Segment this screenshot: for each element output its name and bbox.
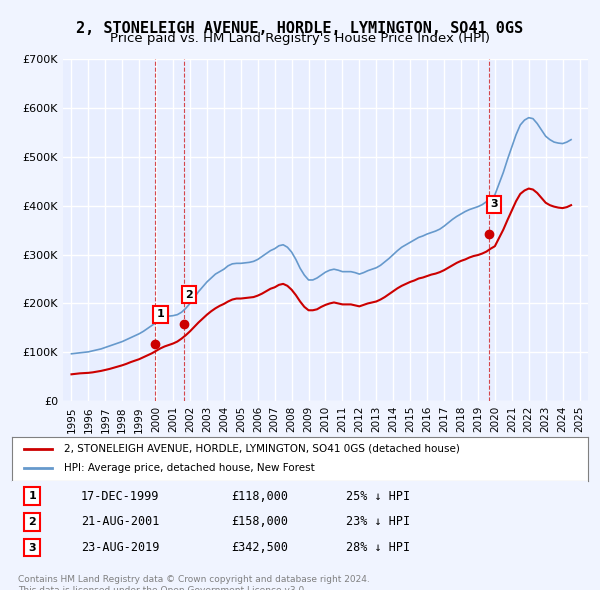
Text: 28% ↓ HPI: 28% ↓ HPI: [346, 541, 410, 554]
Text: £158,000: £158,000: [231, 516, 288, 529]
Text: £118,000: £118,000: [231, 490, 288, 503]
Text: HPI: Average price, detached house, New Forest: HPI: Average price, detached house, New …: [64, 464, 314, 473]
Text: 2: 2: [185, 290, 193, 300]
Text: 2, STONELEIGH AVENUE, HORDLE, LYMINGTON, SO41 0GS: 2, STONELEIGH AVENUE, HORDLE, LYMINGTON,…: [76, 21, 524, 35]
Text: 3: 3: [490, 199, 497, 209]
Text: 17-DEC-1999: 17-DEC-1999: [81, 490, 160, 503]
Text: 21-AUG-2001: 21-AUG-2001: [81, 516, 160, 529]
Text: 1: 1: [28, 491, 36, 502]
Text: Price paid vs. HM Land Registry's House Price Index (HPI): Price paid vs. HM Land Registry's House …: [110, 32, 490, 45]
Text: 3: 3: [28, 543, 36, 553]
Text: 1: 1: [157, 309, 164, 319]
Text: 2: 2: [28, 517, 36, 527]
Text: 2, STONELEIGH AVENUE, HORDLE, LYMINGTON, SO41 0GS (detached house): 2, STONELEIGH AVENUE, HORDLE, LYMINGTON,…: [64, 444, 460, 454]
Text: £342,500: £342,500: [231, 541, 288, 554]
Text: 23-AUG-2019: 23-AUG-2019: [81, 541, 160, 554]
Text: 23% ↓ HPI: 23% ↓ HPI: [346, 516, 410, 529]
Text: Contains HM Land Registry data © Crown copyright and database right 2024.
This d: Contains HM Land Registry data © Crown c…: [18, 575, 370, 590]
Text: 25% ↓ HPI: 25% ↓ HPI: [346, 490, 410, 503]
